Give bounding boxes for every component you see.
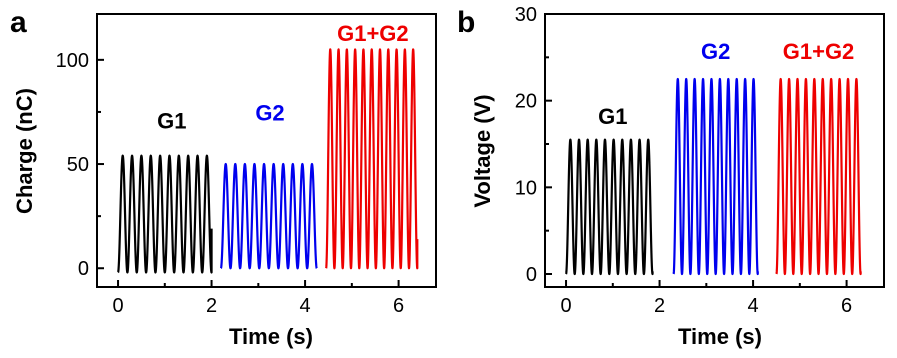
- x-tick-label-a: 4: [300, 295, 311, 317]
- plot-frame-a: [96, 13, 437, 288]
- x-tick-label-b: 0: [560, 295, 571, 317]
- series-layer-b: [565, 77, 862, 276]
- series-line-a-g1-g2: [325, 48, 419, 270]
- x-tick-label-b: 2: [654, 295, 665, 317]
- y-tick-label-b: 20: [515, 91, 537, 113]
- x-axis-label-b: Time (s): [678, 324, 762, 349]
- series-layer-a: [117, 48, 419, 274]
- y-tick-label-b: 10: [515, 177, 537, 199]
- series-line-b-g1: [565, 138, 654, 276]
- annotation-layer-a: G1 G2 G1+G2: [157, 21, 409, 134]
- panel-b: b 0 2 4 6 0 10 20 30 G1 G2 G1+G2 Time (s) Voltage…: [457, 4, 885, 349]
- annotation-b-g2: G2: [701, 39, 730, 64]
- annotation-a-g1: G1: [157, 109, 186, 134]
- y-tick-label-a: 100: [56, 50, 89, 72]
- y-tick-label-a: 50: [67, 154, 89, 176]
- panel-label-a: a: [10, 6, 27, 39]
- tick-layer-b: 0 2 4 6 0 10 20 30: [515, 4, 852, 317]
- x-axis-label-a: Time (s): [229, 324, 313, 349]
- series-line-b-g2: [672, 77, 759, 276]
- x-tick-label-b: 6: [841, 295, 852, 317]
- x-tick-label-a: 6: [393, 295, 404, 317]
- annotation-a-g2: G2: [255, 100, 284, 125]
- x-tick-label-a: 0: [112, 295, 123, 317]
- series-line-b-g1-g2: [775, 77, 862, 276]
- panel-a: a 0 2 4 6 0 50 100 G1 G2 G1+G2 Time (s) Charge (…: [10, 6, 437, 349]
- tick-layer-a: 0 2 4 6 0 50 100: [56, 50, 405, 317]
- y-axis-label-b: Voltage (V): [470, 94, 495, 207]
- annotation-a-g1-g2: G1+G2: [337, 21, 409, 46]
- series-line-a-g2: [219, 162, 318, 270]
- x-tick-label-a: 2: [206, 295, 217, 317]
- annotation-b-g1: G1: [598, 104, 627, 129]
- y-axis-label-a: Charge (nC): [12, 88, 37, 214]
- y-tick-label-a: 0: [78, 258, 89, 280]
- plot-frame-b: [544, 13, 885, 288]
- series-line-a-g1: [117, 154, 213, 274]
- x-tick-label-b: 4: [748, 295, 759, 317]
- panel-label-b: b: [457, 6, 475, 39]
- annotation-b-g1-g2: G1+G2: [783, 39, 855, 64]
- y-tick-label-b: 30: [515, 4, 537, 26]
- y-tick-label-b: 0: [526, 264, 537, 286]
- annotation-layer-b: G1 G2 G1+G2: [598, 39, 854, 129]
